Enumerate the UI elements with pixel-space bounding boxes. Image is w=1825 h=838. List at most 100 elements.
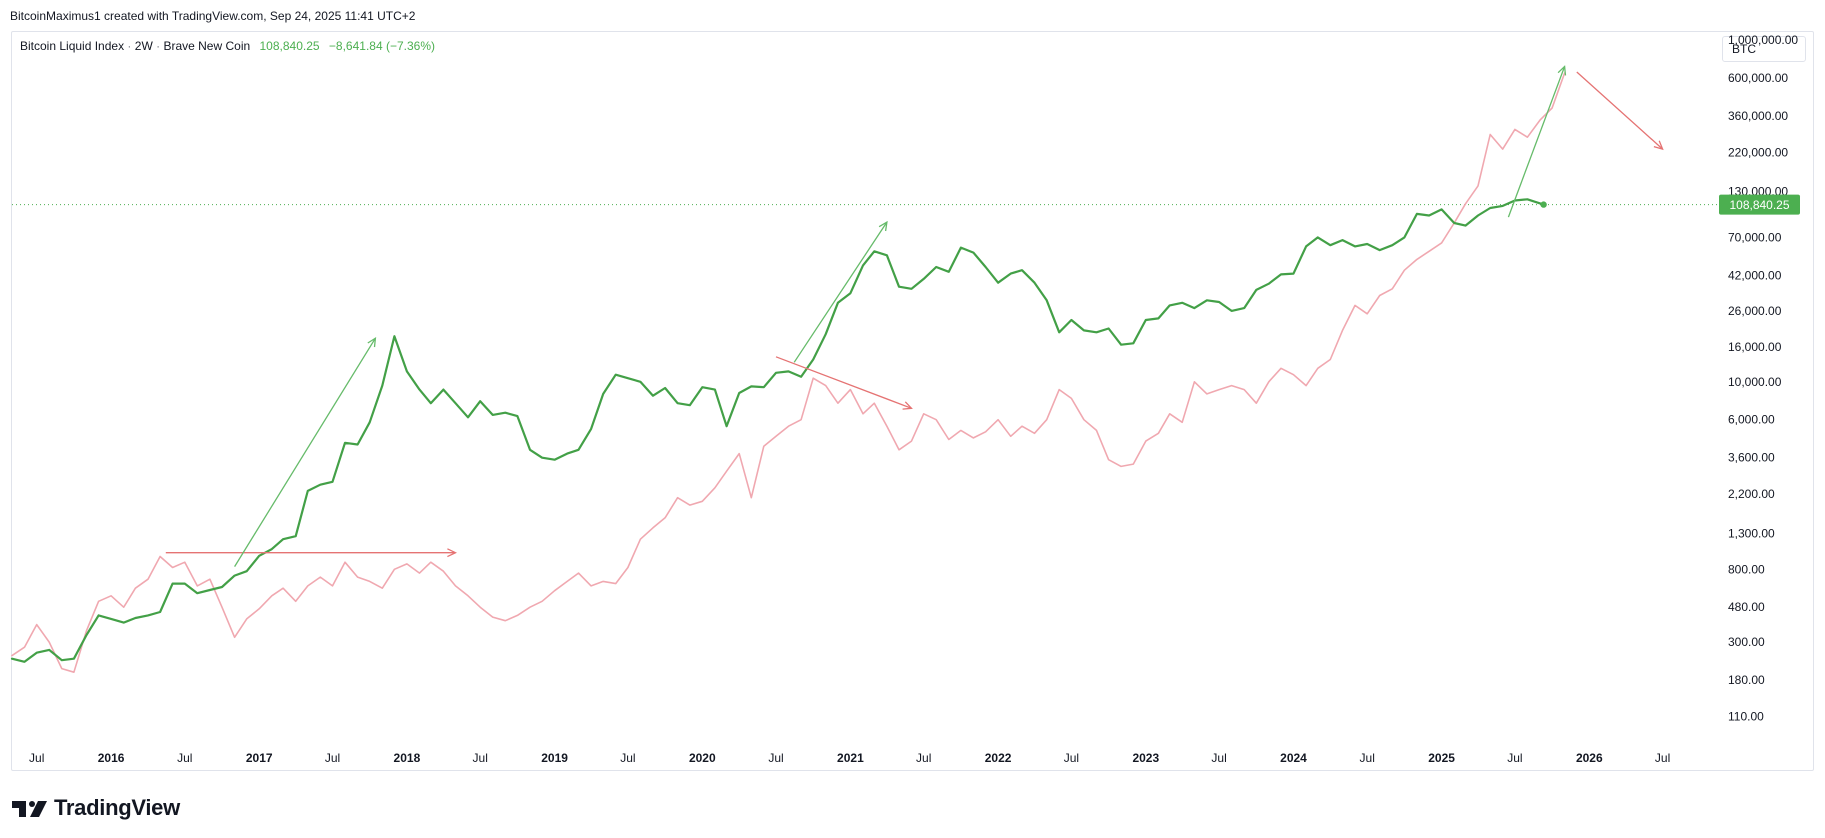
x-tick-label: 2017 xyxy=(246,751,273,765)
price-series-point xyxy=(467,416,469,418)
overlay-series-point xyxy=(1230,384,1232,386)
x-tick-label: 2020 xyxy=(689,751,716,765)
overlay-series-point xyxy=(307,585,309,587)
price-series-point xyxy=(479,400,481,402)
price-series-point xyxy=(923,278,925,280)
overlay-series-point xyxy=(1354,304,1356,306)
price-series-point xyxy=(886,254,888,256)
price-series-point xyxy=(1464,224,1466,226)
overlay-series-point xyxy=(1526,136,1528,138)
symbol-name[interactable]: Bitcoin Liquid Index xyxy=(20,39,125,53)
x-tick-label: 2022 xyxy=(985,751,1012,765)
trend-arrow[interactable] xyxy=(234,336,377,567)
overlay-series-point xyxy=(1268,381,1270,383)
price-series-point xyxy=(1534,201,1536,203)
overlay-series-point xyxy=(775,435,777,437)
overlay-series-point xyxy=(615,582,617,584)
overlay-series-point xyxy=(85,630,87,632)
price-series-point xyxy=(1083,329,1085,331)
price-series-point xyxy=(553,459,555,461)
overlay-series-point xyxy=(825,384,827,386)
x-tick-label: Jul xyxy=(1655,751,1670,765)
overlay-series-point xyxy=(763,445,765,447)
price-series-point xyxy=(960,246,962,248)
overlay-series-point xyxy=(1120,465,1122,467)
overlay-series-point xyxy=(1329,358,1331,360)
price-series-point xyxy=(454,402,456,404)
price-series-point xyxy=(701,386,703,388)
trend-arrow[interactable] xyxy=(1576,71,1664,151)
overlay-series-point xyxy=(984,431,986,433)
overlay-series-point xyxy=(714,487,716,489)
price-series-point xyxy=(1021,269,1023,271)
legend-separator: · xyxy=(156,39,161,53)
price-series-point xyxy=(738,392,740,394)
trend-arrow-head xyxy=(1557,65,1567,76)
chart-caption: BitcoinMaximus1 created with TradingView… xyxy=(10,9,416,23)
trend-arrow[interactable] xyxy=(165,548,457,558)
overlay-series-point xyxy=(492,616,494,618)
price-series-point xyxy=(246,570,248,572)
overlay-series-point xyxy=(689,504,691,506)
overlay-series-point xyxy=(639,538,641,540)
overlay-series-point xyxy=(516,614,518,616)
x-tick-label: Jul xyxy=(1360,751,1375,765)
overlay-series-point xyxy=(1206,393,1208,395)
overlay-series-point xyxy=(36,623,38,625)
price-series-point xyxy=(566,452,568,454)
price-series-point xyxy=(1033,282,1035,284)
trend-arrow[interactable] xyxy=(775,356,913,410)
price-series-point xyxy=(1120,344,1122,346)
price-series-line[interactable] xyxy=(10,198,1545,663)
y-tick-label: 360,000.00 xyxy=(1728,109,1788,123)
trend-arrow-shaft xyxy=(793,221,888,363)
price-series-point xyxy=(271,548,273,550)
price-series-point xyxy=(997,282,999,284)
price-series-point xyxy=(750,385,752,387)
overlay-series-point xyxy=(159,555,161,557)
trend-arrow[interactable] xyxy=(1507,65,1567,218)
overlay-series-point xyxy=(935,419,937,421)
y-tick-label: 70,000.00 xyxy=(1728,230,1782,244)
overlay-series-point xyxy=(1292,374,1294,376)
overlay-series-point xyxy=(1107,459,1109,461)
overlay-series-point xyxy=(849,388,851,390)
overlay-series-point xyxy=(1539,119,1541,121)
overlay-series-point xyxy=(418,572,420,574)
brand-name: TradingView xyxy=(54,795,180,820)
overlay-series-point xyxy=(1243,388,1245,390)
x-tick-label: 2025 xyxy=(1428,751,1455,765)
tradingview-logo-icon xyxy=(12,801,47,817)
price-series-point xyxy=(209,589,211,591)
x-tick-label: Jul xyxy=(620,751,635,765)
overlay-series-point xyxy=(246,618,248,620)
price-series-point xyxy=(1193,307,1195,309)
price-series-point xyxy=(775,372,777,374)
overlay-series-point xyxy=(972,437,974,439)
trend-arrow-head xyxy=(447,548,457,558)
overlay-series-point xyxy=(23,646,25,648)
overlay-series-point xyxy=(1218,388,1220,390)
price-series-point xyxy=(11,658,13,660)
interval-label[interactable]: 2W xyxy=(134,39,153,53)
price-chart[interactable]: 1,000,000.00 600,000.00 360,000.00 220,000.… xyxy=(0,0,1825,790)
overlay-series-point xyxy=(282,587,284,589)
price-series-point xyxy=(356,443,358,445)
price-series-point xyxy=(171,582,173,584)
currency-button[interactable]: BTC xyxy=(1722,36,1806,62)
overlay-series-line[interactable] xyxy=(11,72,1566,673)
overlay-series-point xyxy=(147,578,149,580)
overlay-series-point xyxy=(862,413,864,415)
price-series-point xyxy=(862,264,864,266)
price-series-point xyxy=(935,266,937,268)
overlay-series-point xyxy=(923,413,925,415)
price-series-point xyxy=(48,649,50,651)
x-tick-label: Jul xyxy=(177,751,192,765)
tradingview-logo[interactable]: TradingView xyxy=(12,795,180,821)
price-series-point xyxy=(1428,214,1430,216)
overlay-series-point xyxy=(1428,250,1430,252)
y-tick-label: 220,000.00 xyxy=(1728,145,1788,159)
last-price-dot xyxy=(1540,201,1547,208)
trend-arrow[interactable] xyxy=(793,220,888,363)
overlay-series-point xyxy=(1464,203,1466,205)
